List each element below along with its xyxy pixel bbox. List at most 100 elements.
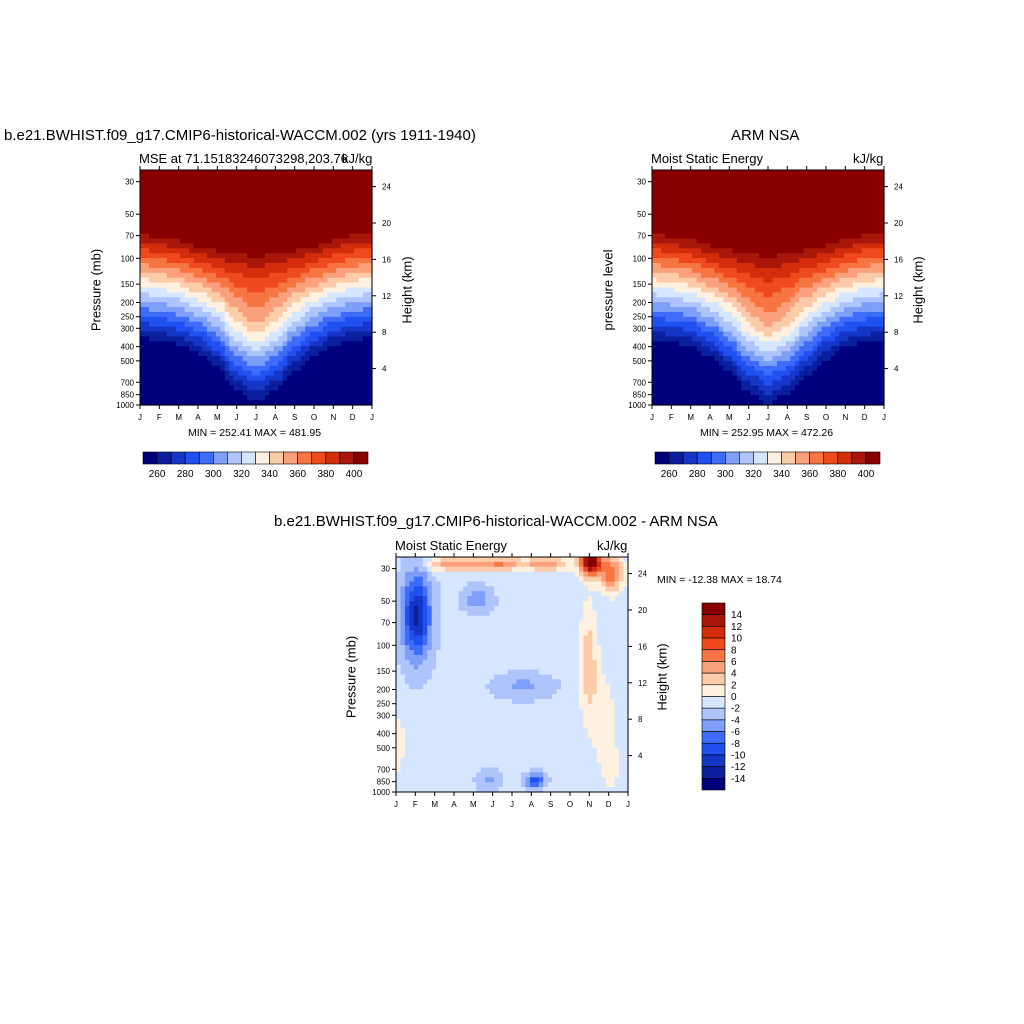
contour-cell [349,170,355,176]
contour-cell [803,287,809,293]
contour-cell [273,370,279,377]
contour-cell [305,365,311,372]
contour-cell [224,209,230,215]
contour-cell [660,375,666,382]
contour-cell [175,248,181,254]
contour-cell [211,228,217,235]
contour-cell [314,346,320,352]
contour-cell [727,360,733,367]
contour-cell [144,204,150,210]
contour-cell [821,287,827,293]
contour-cell [180,267,186,274]
contour-cell [349,331,355,338]
contour-cell [776,356,782,362]
contour-cell [171,194,177,200]
contour-cell [189,346,195,352]
contour-cell [247,233,253,240]
contour-cell [701,277,707,284]
contour-cell [282,316,288,323]
contour-cell [803,258,809,264]
contour-cell [665,360,671,367]
contour-cell [180,204,186,210]
contour-cell [189,321,195,328]
contour-cell [273,365,279,372]
contour-cell [162,365,168,372]
contour-cell [714,174,720,181]
contour-cell [848,375,854,382]
contour-cell [264,238,270,245]
contour-cell [745,189,751,196]
contour-cell [233,238,239,245]
contour-cell [363,199,369,205]
contour-cell [830,370,836,377]
contour-cell [759,297,765,303]
contour-cell [834,209,840,215]
contour-cell [834,199,840,205]
contour-cell [826,248,832,254]
contour-cell [278,204,284,210]
contour-cell [705,189,711,196]
contour-cell [215,395,221,401]
contour-cell [189,238,195,245]
contour-cell [830,302,836,308]
contour-cell [349,218,355,225]
contour-cell [821,380,827,387]
contour-cell [785,233,791,240]
contour-cell [269,218,275,225]
contour-cell [669,365,675,372]
contour-cell [153,351,159,357]
contour-cell [839,189,845,196]
contour-cell [367,336,373,342]
contour-cell [879,336,885,342]
contour-cell [242,370,248,377]
contour-cell [834,223,840,230]
contour-cell [358,199,364,205]
contour-cell [198,395,204,401]
contour-cell [273,316,279,323]
contour-cell [759,267,765,274]
contour-cell [687,292,693,298]
contour-cell [732,302,738,308]
contour-cell [821,199,827,205]
contour-cell [349,307,355,313]
contour-cell [233,248,239,254]
contour-cell [153,228,159,235]
contour-cell [273,189,279,196]
contour-cell [808,351,814,357]
contour-cell [202,351,208,357]
contour-cell [305,346,311,352]
contour-cell [768,253,774,259]
contour-cell [224,351,230,357]
contour-cell [322,375,328,382]
contour-cell [656,356,662,362]
contour-cell [193,233,199,240]
contour-cell [363,282,369,289]
contour-cell [799,277,805,284]
contour-cell [660,170,666,176]
contour-cell [340,174,346,181]
contour-cell [781,209,787,215]
contour-cell [857,287,863,293]
contour-cell [358,311,364,318]
contour-cell [278,272,284,279]
contour-cell [291,326,297,333]
contour-cell [367,204,373,210]
contour-cell [229,223,235,230]
contour-cell [732,365,738,372]
contour-cell [264,331,270,338]
contour-cell [754,223,760,230]
contour-cell [309,351,315,357]
contour-cell [656,233,662,240]
contour-cell [656,297,662,303]
contour-cell [157,336,163,342]
contour-cell [291,233,297,240]
contour-cell [314,336,320,342]
contour-cell [162,356,168,362]
contour-cell [140,277,146,284]
contour-cell [278,370,284,377]
contour-cell [206,223,212,230]
contour-cell [660,316,666,323]
contour-cell [162,214,168,220]
contour-cell [674,258,680,264]
contour-cell [852,199,858,205]
